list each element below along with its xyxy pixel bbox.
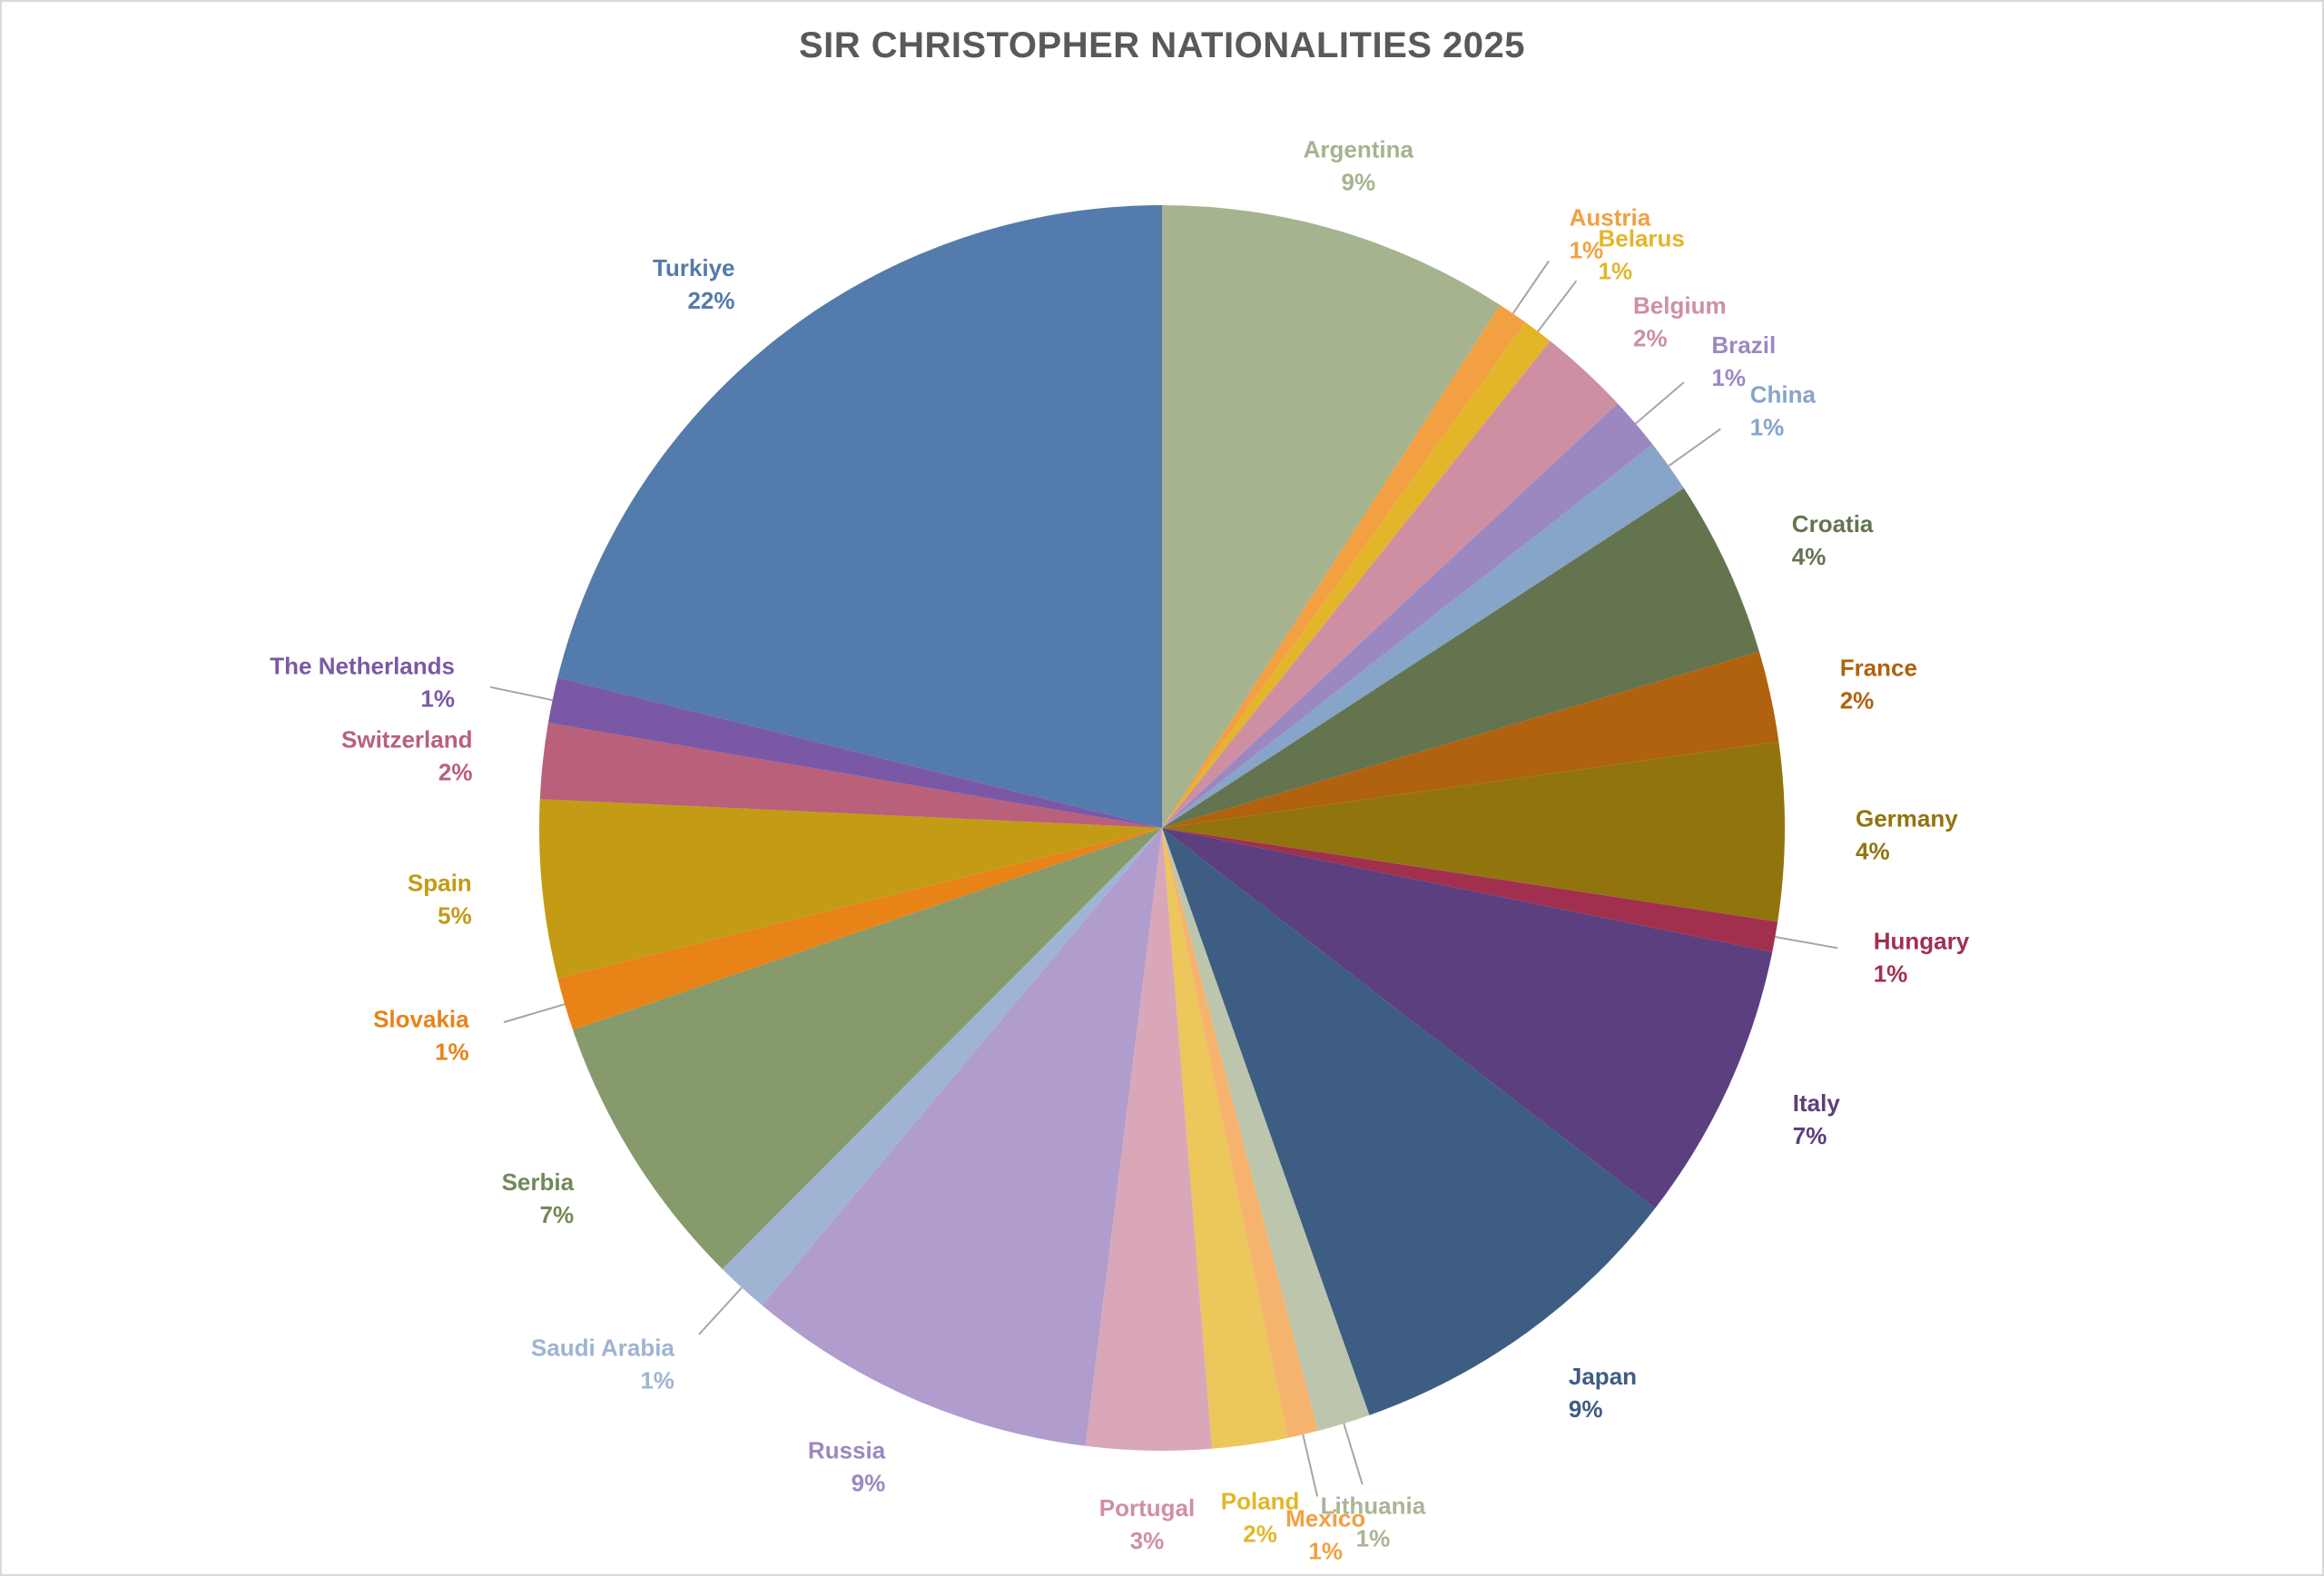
slice-percent-italy: 7% [1793, 1122, 1827, 1149]
slice-label-mexico: Mexico [1285, 1504, 1365, 1532]
pie-slice-france [1162, 651, 1779, 828]
slice-percent-serbia: 7% [540, 1201, 575, 1228]
slice-label-france: France [1840, 655, 1917, 682]
slice-label-croatia: Croatia [1792, 510, 1874, 537]
pie-slice-turkiye [557, 205, 1162, 828]
slice-label-italy: Italy [1793, 1089, 1841, 1117]
pie-slice-portugal [1085, 828, 1212, 1451]
pie-slice-china [1162, 444, 1684, 828]
pie-slice-the-netherlands [547, 677, 1162, 828]
slice-label-hungary: Hungary [1874, 927, 1970, 954]
slice-percent-spain: 5% [438, 901, 472, 929]
pie-slice-mexico [1162, 828, 1318, 1438]
slice-label-turkiye: Turkiye [653, 254, 735, 281]
slice-percent-croatia: 4% [1792, 543, 1827, 570]
leader-line-lithuania [1343, 1423, 1364, 1485]
slice-percent-switzerland: 2% [438, 759, 473, 786]
slice-label-japan: Japan [1569, 1363, 1637, 1390]
slice-label-slovakia: Slovakia [373, 1005, 469, 1032]
slice-label-spain: Spain [408, 869, 472, 896]
slice-label-austria: Austria [1570, 203, 1651, 231]
slice-label-belarus: Belarus [1599, 224, 1685, 251]
pie-slice-austria [1162, 304, 1526, 828]
slice-percent-mexico: 1% [1308, 1537, 1343, 1564]
slice-percent-brazil: 1% [1711, 364, 1746, 391]
slice-percent-china: 1% [1750, 413, 1785, 440]
slice-label-germany: Germany [1856, 805, 1958, 832]
slice-label-lithuania: Lithuania [1321, 1492, 1426, 1519]
slice-percent-portugal: 3% [1130, 1527, 1165, 1554]
leader-line-china [1668, 428, 1721, 468]
slice-label-serbia: Serbia [502, 1168, 575, 1196]
slice-label-poland: Poland [1221, 1487, 1300, 1514]
slice-percent-austria: 1% [1570, 236, 1604, 263]
pie-slice-slovakia [557, 828, 1162, 1030]
slice-percent-russia: 9% [852, 1470, 886, 1497]
slice-label-the-netherlands: The Netherlands [270, 653, 455, 680]
slice-label-saudi-arabia: Saudi Arabia [531, 1335, 675, 1362]
slice-label-argentina: Argentina [1304, 135, 1414, 163]
slice-percent-belarus: 1% [1599, 257, 1633, 284]
pie-slice-japan [1162, 828, 1656, 1415]
slice-percent-hungary: 1% [1874, 960, 1908, 987]
pie-slice-brazil [1162, 403, 1653, 828]
pie-slice-poland [1162, 828, 1288, 1449]
slice-label-brazil: Brazil [1711, 331, 1776, 359]
pie-slice-argentina [1162, 205, 1501, 828]
pie-slice-switzerland [539, 723, 1162, 828]
slice-percent-japan: 9% [1569, 1395, 1603, 1423]
leader-line-mexico [1302, 1433, 1319, 1497]
pie-slice-lithuania [1162, 828, 1370, 1432]
pie-slice-hungary [1162, 828, 1778, 952]
pie-slice-croatia [1162, 488, 1759, 828]
slice-percent-the-netherlands: 1% [420, 685, 455, 713]
leader-line-the-netherlands [489, 685, 553, 702]
leader-line-hungary [1775, 936, 1838, 950]
slice-label-china: China [1750, 380, 1817, 408]
slice-percent-germany: 4% [1856, 838, 1890, 865]
slice-percent-turkiye: 22% [687, 287, 734, 314]
slice-percent-belgium: 2% [1633, 324, 1668, 351]
slice-label-portugal: Portugal [1099, 1494, 1195, 1522]
slice-percent-france: 2% [1840, 687, 1875, 714]
pie-slice-germany [1162, 742, 1786, 922]
slice-label-russia: Russia [808, 1437, 886, 1464]
slice-percent-argentina: 9% [1342, 168, 1376, 195]
pie-slice-spain [538, 799, 1162, 979]
leader-line-austria [1512, 260, 1550, 314]
pie-slice-belgium [1162, 340, 1618, 829]
pie-slice-belarus [1162, 322, 1551, 828]
slice-percent-saudi-arabia: 1% [640, 1367, 675, 1394]
slice-label-switzerland: Switzerland [341, 726, 472, 754]
pie-slice-italy [1162, 828, 1773, 1209]
pie-slice-saudi-arabia [722, 828, 1162, 1305]
pie-slice-russia [762, 828, 1162, 1446]
slice-label-belgium: Belgium [1633, 291, 1727, 319]
slice-percent-lithuania: 1% [1356, 1524, 1391, 1551]
leader-line-slovakia [503, 1003, 566, 1023]
chart-title: SIR CHRISTOPHER NATIONALITIES 2025 [798, 25, 1526, 65]
leader-line-brazil [1635, 381, 1685, 425]
slice-percent-slovakia: 1% [435, 1038, 469, 1065]
leader-line-belarus [1537, 280, 1578, 332]
pie-slice-serbia [573, 828, 1162, 1269]
slice-percent-poland: 2% [1243, 1520, 1277, 1547]
leader-line-saudi-arabia [698, 1286, 743, 1335]
